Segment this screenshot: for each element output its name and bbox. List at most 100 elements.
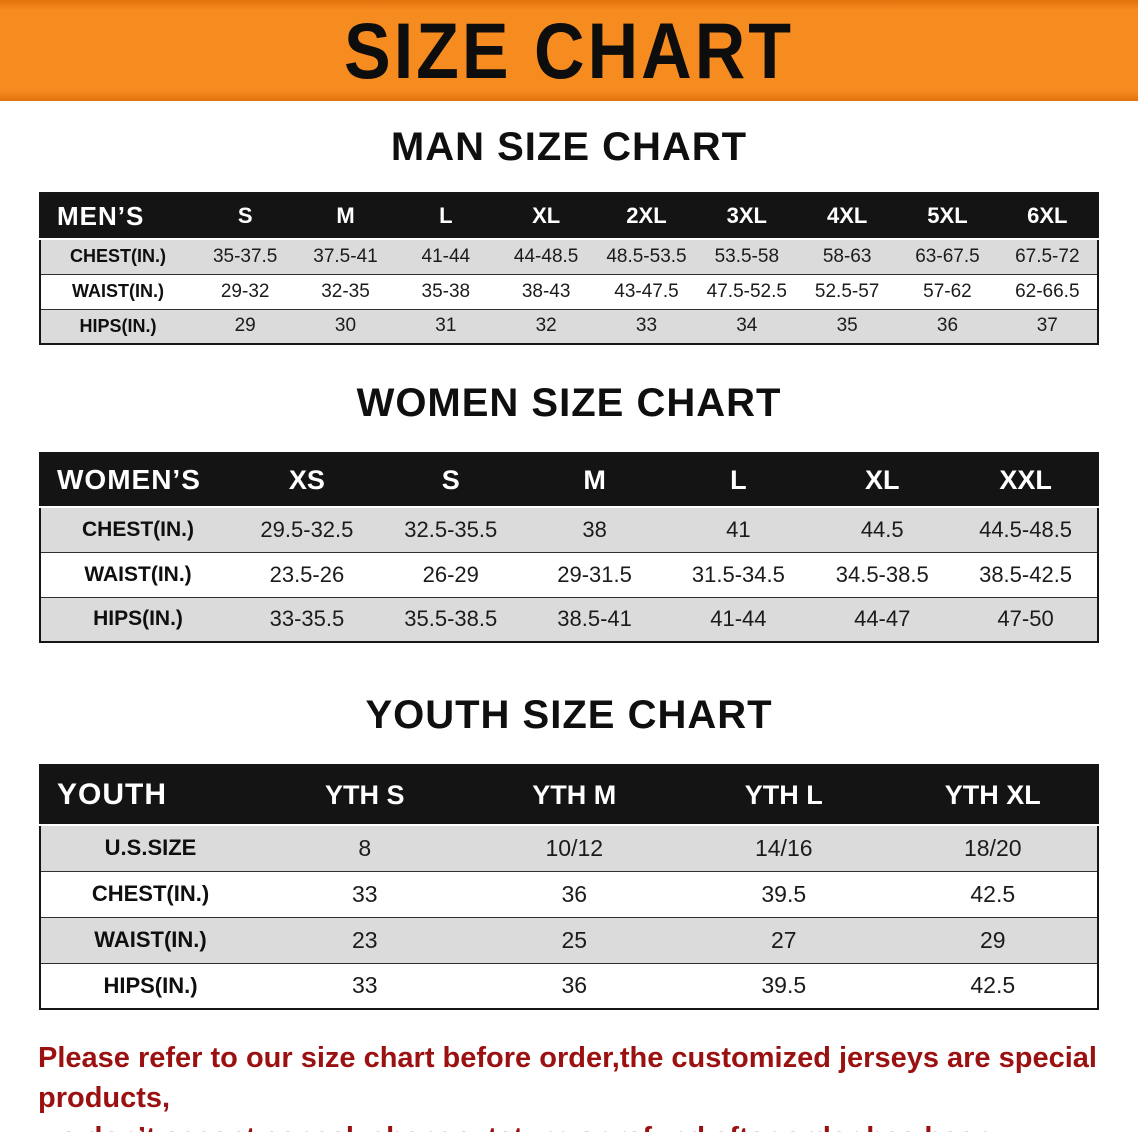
size-value: 57-62 [923,280,972,302]
size-value: 37 [1036,315,1058,337]
size-col-header: XS [235,453,379,508]
men-hips-row: HIPS(IN.) 29 30 31 32 33 34 35 36 37 [40,309,1098,344]
size-value: 25 [561,926,588,953]
row-label: WAIST(IN.) [84,562,192,586]
youth-waist-row: WAIST(IN.) 23 25 27 29 [40,917,1098,963]
size-col-header: XL [495,193,597,240]
size-col-header: M [522,453,667,508]
size-col-header: YTH M [469,765,679,826]
women-table-title: WOMEN’S [40,453,235,508]
disclaimer-line-1: Please refer to our size chart before or… [38,1042,1097,1114]
row-label: U.S.SIZE [104,835,197,861]
women-size-table: WOMEN’S XS S M L XL XXL CHEST(IN.) 29.5-… [39,452,1099,643]
size-col-header: 2XL [596,193,697,240]
size-value: 37.5-41 [313,245,378,267]
youth-hips-row: HIPS(IN.) 33 36 39.5 42.5 [40,963,1098,1009]
banner: SIZE CHART [0,0,1138,101]
men-table-title: MEN’S [40,193,195,240]
size-value: 47-50 [997,606,1054,632]
size-value: 34.5-38.5 [835,561,929,587]
women-waist-row: WAIST(IN.) 23.5-26 26-29 29-31.5 31.5-34… [40,552,1098,597]
row-label: CHEST(IN.) [70,246,166,267]
size-value: 32.5-35.5 [404,516,498,542]
size-value: 52.5-57 [814,280,880,302]
page-title: SIZE CHART [344,6,794,95]
size-value: 33-35.5 [269,606,345,632]
size-value: 36 [561,880,588,907]
size-value: 67.5-72 [1015,245,1080,267]
size-value: 38.5-42.5 [979,561,1073,587]
size-value: 62-66.5 [1015,280,1080,302]
size-value: 53.5-58 [714,245,780,267]
man-section-heading: MAN SIZE CHART [390,125,748,169]
size-col-header: S [195,193,296,240]
row-label: CHEST(IN.) [91,881,210,906]
size-value: 10/12 [545,834,604,861]
size-value: 35.5-38.5 [404,606,498,632]
size-value: 26-29 [422,561,479,587]
size-value: 41-44 [710,606,767,632]
size-value: 29 [979,926,1006,953]
youth-size-table: YOUTH YTH S YTH M YTH L YTH XL U.S.SIZE … [39,764,1099,1010]
size-value: 33 [351,972,378,999]
size-value: 31 [435,315,457,337]
youth-section-heading: YOUTH SIZE CHART [365,693,773,737]
size-col-header: YTH XL [888,765,1098,826]
size-col-header: 4XL [796,193,898,240]
size-value: 42.5 [970,972,1016,999]
size-value: 38.5-41 [557,606,632,632]
size-value: 58-63 [822,245,872,267]
size-col-header: M [295,193,396,240]
row-label: CHEST(IN.) [82,517,194,541]
women-hips-row: HIPS(IN.) 33-35.5 35.5-38.5 38.5-41 41-4… [40,597,1098,642]
size-value: 41 [726,516,751,542]
size-value: 33 [635,315,658,337]
row-label: HIPS(IN.) [103,972,198,998]
size-value: 36 [936,315,959,337]
size-value: 36 [561,972,588,999]
row-label: WAIST(IN.) [72,281,164,301]
size-col-header: 6XL [997,193,1098,240]
size-col-header: XXL [954,453,1098,508]
size-value: 48.5-53.5 [606,245,687,267]
size-value: 63-67.5 [915,245,980,267]
size-value: 47.5-52.5 [706,280,787,302]
men-size-table: MEN’S S M L XL 2XL 3XL 4XL 5XL 6XL CHEST… [39,192,1099,345]
youth-table-title: YOUTH [40,765,260,826]
size-value: 29 [234,315,256,337]
size-col-header: L [395,193,496,240]
size-col-header: S [378,453,523,508]
size-value: 18/20 [963,834,1022,861]
size-value: 14/16 [754,834,813,861]
size-value: 23.5-26 [269,561,345,587]
size-value: 42.5 [970,880,1016,907]
size-value: 30 [334,315,357,337]
size-value: 39.5 [761,972,807,999]
size-value: 35-38 [421,280,471,302]
women-chest-row: CHEST(IN.) 29.5-32.5 32.5-35.5 38 41 44.… [40,507,1098,552]
size-value: 44.5 [860,516,904,542]
size-value: 8 [358,834,372,861]
size-col-header: YTH L [679,765,889,826]
men-waist-row: WAIST(IN.) 29-32 32-35 35-38 38-43 43-47… [40,274,1098,309]
row-label: WAIST(IN.) [94,927,207,952]
size-value: 35-37.5 [212,245,278,267]
size-value: 27 [770,926,797,953]
youth-chest-row: CHEST(IN.) 33 36 39.5 42.5 [40,871,1098,917]
size-value: 33 [351,880,378,907]
size-col-header: XL [810,453,955,508]
women-header-row: WOMEN’S XS S M L XL XXL [40,453,1098,508]
size-value: 44-48.5 [513,245,579,267]
size-value: 29-32 [220,280,270,302]
size-value: 38 [582,516,607,542]
size-value: 41-44 [421,245,471,267]
size-value: 32 [535,315,557,337]
size-value: 29-31.5 [557,561,632,587]
men-chest-row: CHEST(IN.) 35-37.5 37.5-41 41-44 44-48.5… [40,239,1098,274]
size-col-header: 5XL [897,193,998,240]
size-col-header: 3XL [696,193,797,240]
size-value: 44.5-48.5 [979,516,1073,542]
women-section-heading: WOMEN SIZE CHART [356,381,782,425]
size-col-header: YTH S [260,765,470,826]
row-label: HIPS(IN.) [79,315,157,336]
